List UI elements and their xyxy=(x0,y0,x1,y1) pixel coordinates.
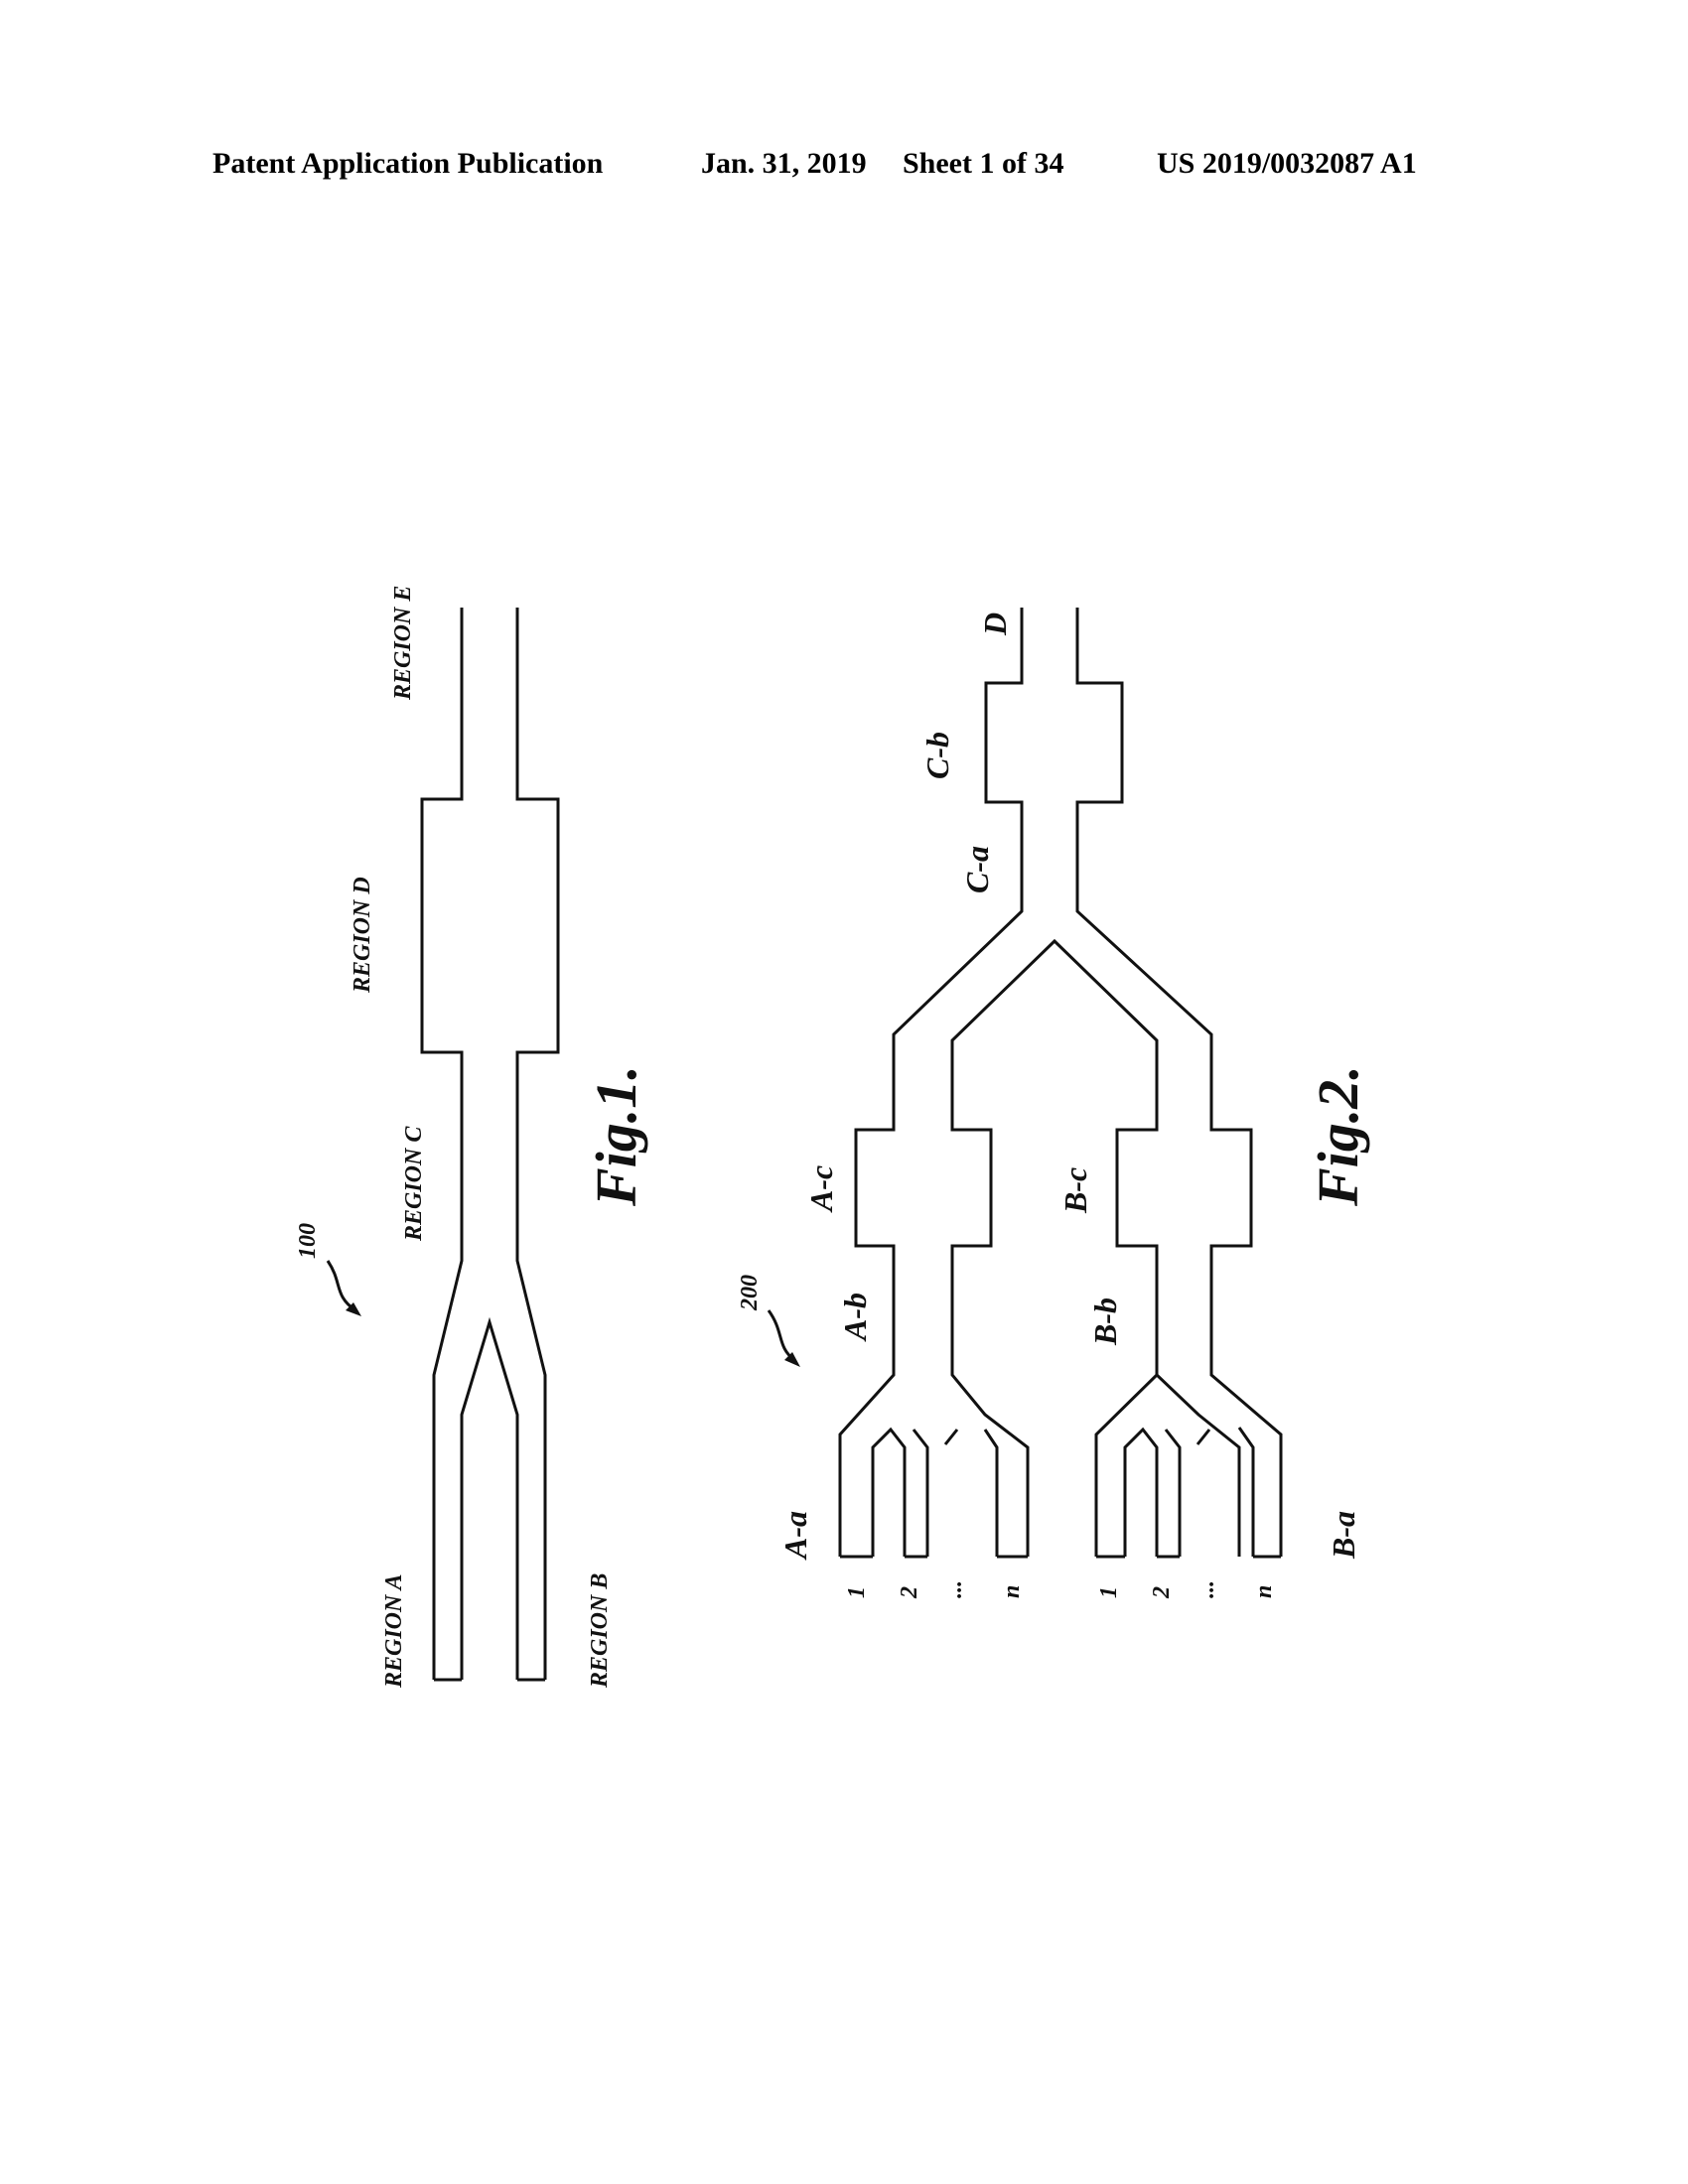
fig2-label-b-c: B-c xyxy=(1057,1167,1093,1214)
fig1-channel-outer-right xyxy=(517,608,558,1680)
fig2-label-a-b: A-b xyxy=(837,1293,873,1342)
fig2-label-c-a: C-a xyxy=(959,846,995,893)
fig1-region-d-label: REGION D xyxy=(350,877,375,994)
fig2-label-b-a: B-a xyxy=(1326,1511,1361,1560)
fig1-reference-arrow xyxy=(328,1261,355,1310)
fig2-inlet-b2-wall xyxy=(1166,1430,1180,1557)
fig2-label-a-a: A-a xyxy=(777,1511,813,1561)
fig2-inlet-b-2: 2 xyxy=(1149,1586,1175,1599)
fig1-caption: Fig.1. xyxy=(584,1065,648,1207)
fig1-reference-number: 100 xyxy=(295,1223,321,1259)
fig1-region-a-label: REGION A xyxy=(381,1574,407,1689)
fig2-inlet-a-n: n xyxy=(999,1585,1025,1598)
fig2-inlet-a-right-stub xyxy=(945,1430,957,1444)
fig2-label-b-b: B-b xyxy=(1087,1297,1123,1346)
fig2-caption: Fig.2. xyxy=(1306,1065,1370,1207)
fig2-label-a-c: A-c xyxy=(803,1165,839,1213)
fig1-channel-middle xyxy=(462,1322,517,1680)
fig2-reference-number: 200 xyxy=(737,1275,763,1311)
figure-2: A-a A-b A-c B-a B-b B-c C-a C-b D 1 2 ..… xyxy=(737,608,1370,1599)
figure-1: REGION A REGION B REGION C REGION D REGI… xyxy=(295,586,648,1689)
fig2-inlet-b-1: 1 xyxy=(1096,1586,1122,1598)
fig2-inlet-a-1: 1 xyxy=(844,1586,870,1598)
fig2-reference-arrow xyxy=(769,1310,794,1360)
fig2-label-d: D xyxy=(977,613,1013,636)
fig2-inlet-b1-wall xyxy=(1125,1430,1157,1557)
fig2-label-c-b: C-b xyxy=(919,732,955,779)
fig2-inlet-a-right-wall xyxy=(985,1430,997,1557)
fig2-inlet-a-ellipsis: ... xyxy=(941,1580,967,1598)
fig2-inlet-b-n: n xyxy=(1251,1585,1277,1598)
fig1-channel-outer xyxy=(422,608,462,1680)
fig2-inlet-a2-wall xyxy=(914,1430,927,1557)
fig2-branch-b-outer-wall xyxy=(1077,608,1281,1557)
fig2-inlet-b-stub xyxy=(1197,1430,1209,1444)
fig2-inlet-b-ellipsis: ... xyxy=(1194,1580,1219,1598)
fig1-region-c-label: REGION C xyxy=(401,1126,427,1242)
fig2-inlet-a-2: 2 xyxy=(897,1586,922,1599)
fig2-inlet-a1-wall xyxy=(873,1430,905,1557)
fig2-branch-b-inlet-n-wall xyxy=(1239,1428,1253,1557)
fig1-region-b-label: REGION B xyxy=(587,1573,613,1689)
fig1-region-e-label: REGION E xyxy=(390,586,416,701)
